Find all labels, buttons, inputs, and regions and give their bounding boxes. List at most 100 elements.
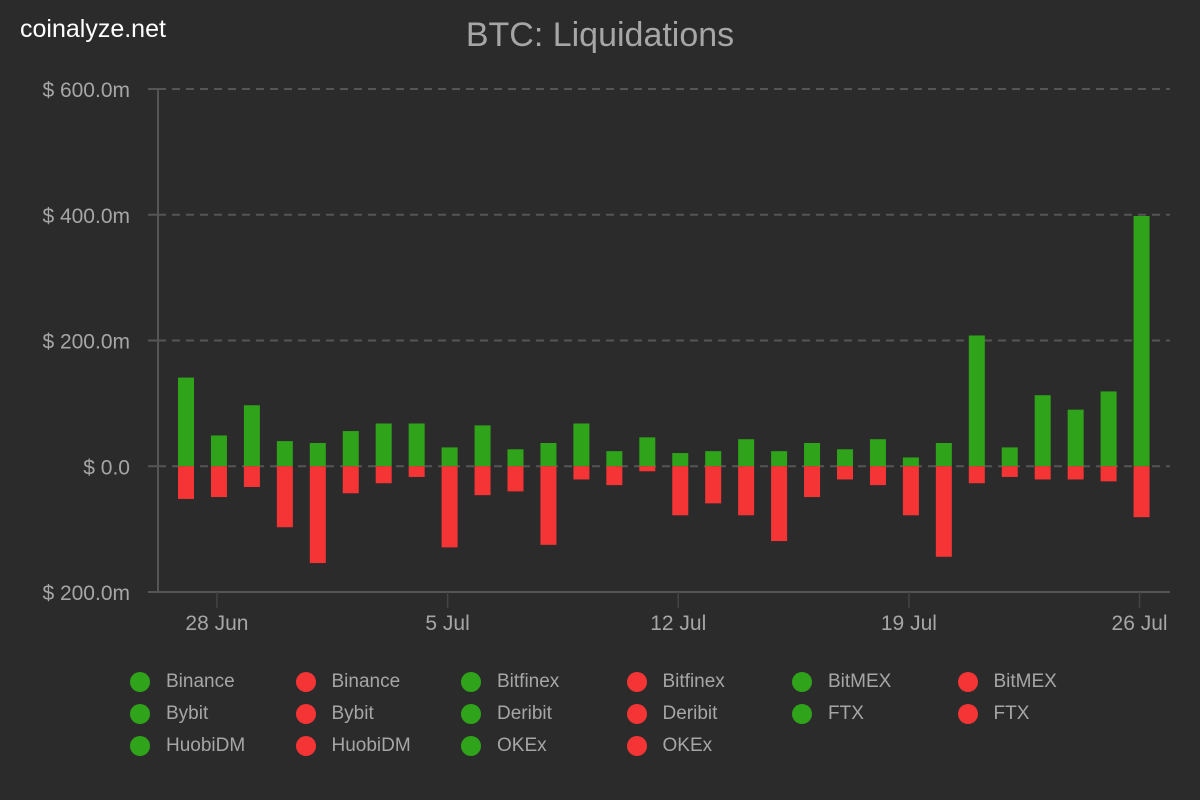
axes [148,89,1170,593]
long-bar-19-jul[interactable] [902,457,919,467]
short-bar-17-jul[interactable] [837,466,853,480]
short-bar-27-jun[interactable] [178,466,194,499]
short-bar-22-jul[interactable] [1001,466,1018,477]
short-bar-19-jul[interactable] [902,466,919,516]
long-bar-11-jul[interactable] [639,437,656,467]
legend-item-bitmex-shorts[interactable]: BitMEX [957,671,1124,693]
short-bar-7-jul[interactable] [507,466,524,492]
legend-label: BitMEX [993,671,1057,692]
legend-item-okex-shorts[interactable]: OKEx [626,735,793,757]
short-bar-9-jul[interactable] [573,466,590,480]
long-bar-4-jul[interactable] [408,423,425,467]
short-bar-26-jul[interactable] [1133,466,1150,518]
long-bar-10-jul[interactable] [606,451,623,467]
long-bar-12-jul[interactable] [672,453,689,467]
legend-label: OKEx [497,735,547,756]
short-bar-25-jul[interactable] [1100,466,1117,482]
y-tick-label: $ 200.0m [42,582,130,605]
legend-label: Deribit [662,703,718,724]
short-bar-14-jul[interactable] [738,466,755,516]
legend-dot-icon [792,704,812,724]
legend-dot-icon [461,704,481,724]
short-bar-13-jul[interactable] [705,466,722,504]
short-bar-24-jul[interactable] [1067,466,1084,480]
long-bar-20-jul[interactable] [935,442,952,467]
short-bar-10-jul[interactable] [606,466,623,486]
long-bar-25-jul[interactable] [1100,391,1117,467]
long-bar-24-jul[interactable] [1067,409,1084,467]
x-axis-ticks: 28 Jun 5 Jul 12 Jul 19 Jul 26 Jul [185,592,1168,635]
legend-item-bitmex-longs[interactable]: BitMEX [792,671,958,693]
legend-label: Binance [166,671,235,692]
grid-lines [158,88,1170,468]
short-bar-15-jul[interactable] [771,466,788,542]
legend-item-huobidm-shorts[interactable]: HuobiDM [295,735,462,757]
short-bar-16-jul[interactable] [804,466,821,498]
legend-item-binance-longs[interactable]: Binance [130,671,296,693]
short-bar-29-jun[interactable] [243,466,260,487]
long-bar-6-jul[interactable] [474,425,491,467]
legend-label: HuobiDM [331,735,411,756]
legend-item-bybit-longs[interactable]: Bybit [130,703,296,725]
short-bar-6-jul[interactable] [474,466,491,496]
legend-item-binance-shorts[interactable]: Binance [295,671,462,693]
short-bar-23-jul[interactable] [1034,466,1051,480]
legend-label: FTX [993,703,1030,724]
legend-item-bybit-shorts[interactable]: Bybit [295,703,462,725]
long-bar-28-jun[interactable] [210,435,227,467]
long-bar-1-jul[interactable] [309,442,326,467]
short-bar-8-jul[interactable] [540,466,557,545]
long-bar-29-jun[interactable] [243,405,260,467]
legend-label: Deribit [497,703,552,724]
long-bar-9-jul[interactable] [573,423,590,467]
legend-item-bitfinex-longs[interactable]: Bitfinex [461,671,627,693]
short-bar-5-jul[interactable] [441,466,458,548]
short-bar-4-jul[interactable] [408,466,425,477]
short-bar-30-jun[interactable] [276,466,293,528]
legend-dot-icon [626,672,647,692]
legend: Binance Binance Bitfinex Bitfinex BitMEX BitM… [130,671,1123,757]
short-bar-1-jul[interactable] [309,466,326,564]
legend-item-deribit-longs[interactable]: Deribit [461,703,627,725]
long-bar-26-jul[interactable] [1133,216,1150,467]
long-bar-5-jul[interactable] [441,447,458,467]
long-bar-22-jul[interactable] [1001,447,1018,467]
short-bar-21-jul[interactable] [968,466,985,484]
long-bar-21-jul[interactable] [968,335,985,467]
long-bar-18-jul[interactable] [869,439,886,467]
legend-label: HuobiDM [166,735,246,756]
legend-dot-icon [130,672,150,692]
long-bar-30-jun[interactable] [276,441,293,467]
legend-item-huobidm-longs[interactable]: HuobiDM [130,735,296,757]
short-bar-28-jun[interactable] [210,466,227,498]
long-bar-13-jul[interactable] [705,451,722,467]
long-bar-7-jul[interactable] [507,449,524,467]
legend-dot-icon [130,704,150,724]
legend-label: Bitfinex [497,671,560,692]
short-bar-11-jul[interactable] [639,466,656,472]
long-bar-2-jul[interactable] [342,431,359,467]
short-bar-20-jul[interactable] [935,466,952,557]
x-tick-label: 19 Jul [881,612,937,635]
long-bar-23-jul[interactable] [1034,395,1051,467]
long-bar-17-jul[interactable] [837,449,853,467]
short-bar-12-jul[interactable] [672,466,689,516]
legend-item-bitfinex-shorts[interactable]: Bitfinex [626,671,793,693]
legend-item-ftx-shorts[interactable]: FTX [957,703,1124,725]
legend-item-deribit-shorts[interactable]: Deribit [626,703,793,725]
long-bar-16-jul[interactable] [804,442,821,467]
legend-item-okex-longs[interactable]: OKEx [461,735,627,757]
legend-item-ftx-longs[interactable]: FTX [792,703,958,725]
brand-logo-text[interactable]: coinalyze.net [20,15,166,43]
long-bar-15-jul[interactable] [771,451,788,467]
long-bar-8-jul[interactable] [540,442,557,467]
short-bar-18-jul[interactable] [869,466,886,486]
long-bar-27-jun[interactable] [178,377,194,467]
long-bar-14-jul[interactable] [738,439,755,467]
long-bar-3-jul[interactable] [375,423,392,467]
y-tick-label: $ 400.0m [42,205,130,228]
short-bar-2-jul[interactable] [342,466,359,494]
short-bar-3-jul[interactable] [375,466,392,484]
y-axis-ticks: $ 600.0m $ 400.0m $ 200.0m $ 0.0 $ 200.0m [42,79,158,605]
